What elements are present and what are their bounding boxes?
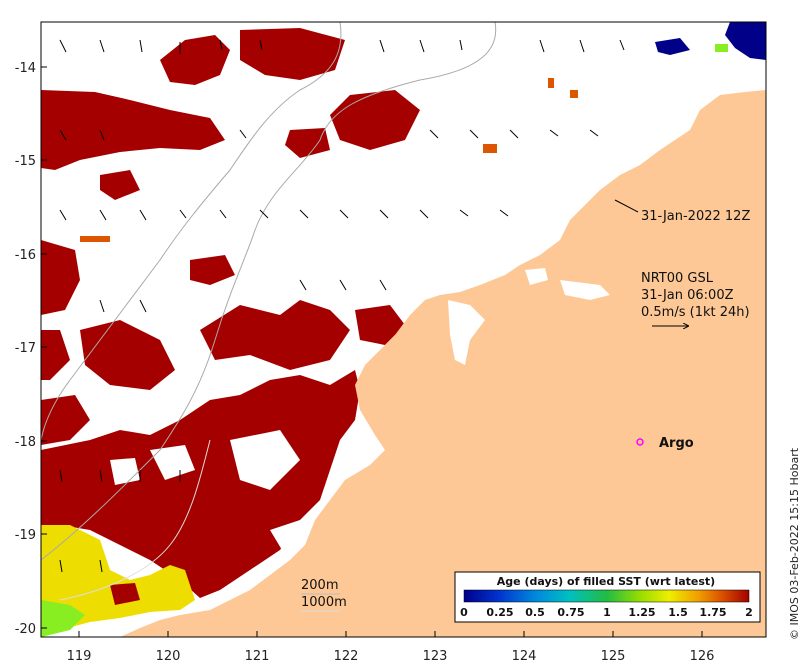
timestamp-pointer [614, 199, 639, 213]
colorbar-tick: 1.25 [628, 606, 655, 619]
lon-tick-label: 123 [423, 649, 448, 664]
argo-label: Argo [659, 436, 694, 451]
lon-tick-label: 122 [334, 649, 359, 664]
colorbar: Age (days) of filled SST (wrt latest) 0 … [454, 571, 761, 623]
sst-aged-1day-region [41, 525, 195, 637]
lat-tick-label: -19 [15, 528, 36, 543]
contour-200m-label: 200m [301, 578, 338, 593]
timestamp-label: 31-Jan-2022 12Z [641, 209, 750, 224]
sst-aged-2days-region [41, 28, 420, 598]
colorbar-tick: 2 [745, 606, 753, 619]
lat-axis: -14 -15 -16 -17 -18 -19 -20 [15, 61, 47, 637]
lat-tick-label: -15 [15, 154, 36, 169]
sst-gap-region [110, 430, 310, 555]
lon-tick-label: 126 [690, 649, 715, 664]
colorbar-tick: 1.75 [699, 606, 726, 619]
lat-tick-label: -14 [15, 61, 36, 76]
lon-tick-label: 121 [245, 649, 270, 664]
lon-tick-label: 125 [601, 649, 626, 664]
lat-tick-label: -16 [15, 248, 36, 263]
wind-time-label: 31-Jan 06:00Z [641, 288, 734, 303]
contour-1000m-label: 1000m [301, 595, 347, 610]
lon-tick-label: 120 [156, 649, 181, 664]
colorbar-tick: 0.75 [557, 606, 584, 619]
lon-axis: 119 120 121 122 123 124 125 126 [67, 631, 715, 664]
wind-vector-field [59, 39, 625, 573]
colorbar-tick: 1 [603, 606, 611, 619]
sst-newest-region [655, 22, 766, 60]
land-mass [120, 90, 766, 637]
credit-label: © IMOS 03-Feb-2022 15:15 Hobart [788, 447, 801, 640]
colorbar-tick: 0.5 [525, 606, 545, 619]
colorbar-title: Age (days) of filled SST (wrt latest) [497, 575, 715, 588]
lat-tick-label: -17 [15, 341, 36, 356]
wind-model-label: NRT00 GSL [641, 271, 714, 286]
colorbar-gradient [463, 589, 750, 603]
bathymetry-contour [41, 22, 497, 561]
lon-tick-label: 124 [512, 649, 537, 664]
coastline-inlet [448, 268, 610, 365]
argo-marker[interactable] [636, 438, 644, 446]
sst-aged-1-75-region [80, 78, 578, 242]
lat-tick-label: -18 [15, 435, 36, 450]
lon-tick-label: 119 [67, 649, 92, 664]
plot-frame [40, 21, 767, 638]
colorbar-tick: 0.25 [486, 606, 513, 619]
lat-tick-label: -20 [15, 622, 36, 637]
colorbar-tick: 1.5 [668, 606, 688, 619]
wind-scale-label: 0.5m/s (1kt 24h) [641, 305, 750, 320]
colorbar-tick: 0 [460, 606, 468, 619]
